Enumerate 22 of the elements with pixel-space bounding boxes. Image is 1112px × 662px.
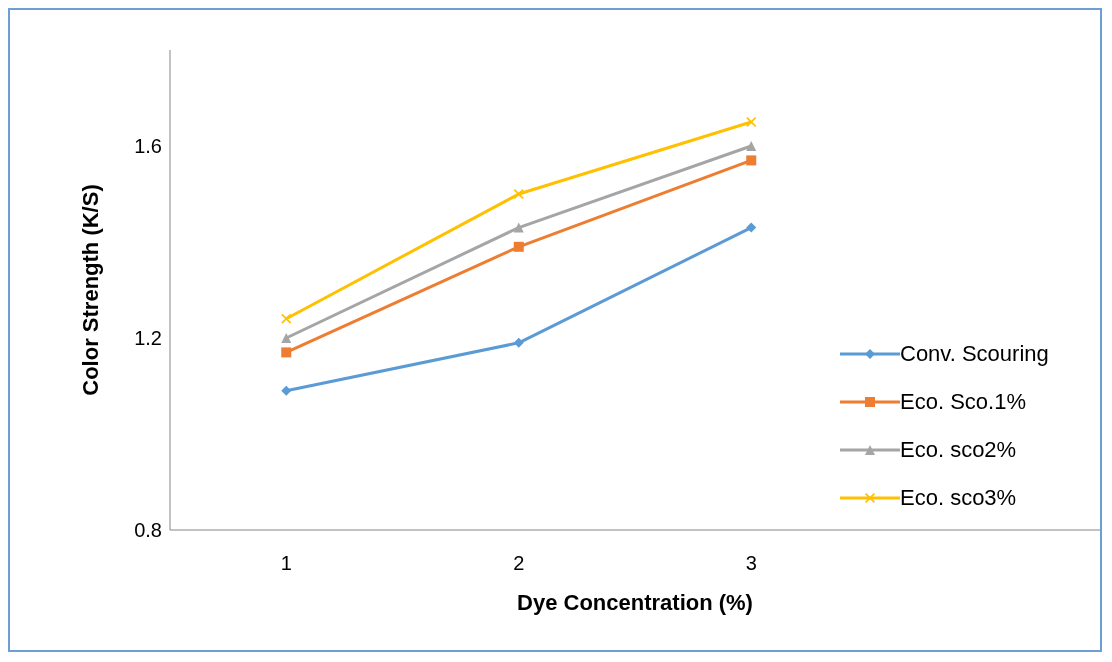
point bbox=[281, 347, 292, 358]
x-tick-label: 3 bbox=[745, 552, 757, 575]
point bbox=[513, 241, 524, 252]
x-tick-label: 1 bbox=[280, 552, 292, 575]
point bbox=[746, 155, 757, 166]
point bbox=[746, 141, 757, 151]
point bbox=[746, 222, 757, 233]
x-tick-label: 2 bbox=[513, 552, 525, 575]
legend-label: Eco. sco3% bbox=[900, 485, 1017, 511]
y-tick-label: 1.2 bbox=[134, 327, 162, 350]
point bbox=[513, 222, 524, 233]
legend-label: Conv. Scouring bbox=[900, 341, 1049, 367]
y-tick-label: 1.6 bbox=[134, 135, 162, 158]
legend-label: Eco. sco2% bbox=[900, 437, 1017, 463]
x-axis-title: Dye Concentration (%) bbox=[517, 590, 753, 615]
legend-label: Eco. Sco.1% bbox=[900, 389, 1026, 415]
point bbox=[513, 337, 524, 348]
point bbox=[281, 385, 292, 396]
y-axis-title: Color Strength (K/S) bbox=[77, 184, 103, 396]
y-tick-label: 0.8 bbox=[134, 519, 162, 542]
point bbox=[281, 333, 292, 343]
point bbox=[281, 313, 292, 324]
